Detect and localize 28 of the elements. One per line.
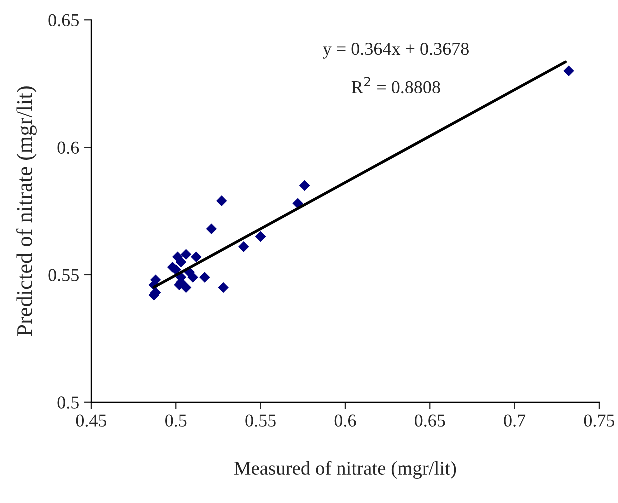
point [218, 282, 229, 294]
point [238, 242, 250, 252]
y-tick-label: 0.6 [58, 142, 80, 154]
annotation: y = 0.364x + 0.3678 [323, 42, 469, 59]
annotation: R$^{2}$ = 0.8808 [352, 77, 440, 94]
x-tick-label: 0.7 [504, 414, 526, 427]
x-tick-label: 0.6 [334, 414, 356, 427]
x-tick-label: 0.55 [246, 414, 276, 427]
point [188, 272, 198, 283]
point [206, 224, 218, 234]
x-tick-label: 0.75 [584, 414, 615, 427]
x-tick-label: 0.65 [415, 414, 446, 427]
point [176, 256, 187, 268]
point [191, 252, 202, 263]
point [216, 196, 228, 206]
point [292, 198, 304, 209]
y-tick-label: 0.55 [48, 269, 79, 282]
point [564, 66, 574, 76]
point [200, 272, 210, 283]
point [299, 180, 310, 192]
point [255, 231, 266, 242]
point [180, 249, 192, 260]
y-tick-label: 0.65 [48, 14, 79, 27]
y-tick-label: 0.5 [58, 396, 79, 409]
y-axis-title: Predicted of nitrate (mgr/lit) [16, 86, 37, 336]
x-tick-label: 0.5 [166, 414, 187, 427]
x-tick-label: 0.45 [76, 414, 107, 427]
x-axis-title: Measured of nitrate (mgr/lit) [234, 461, 456, 480]
